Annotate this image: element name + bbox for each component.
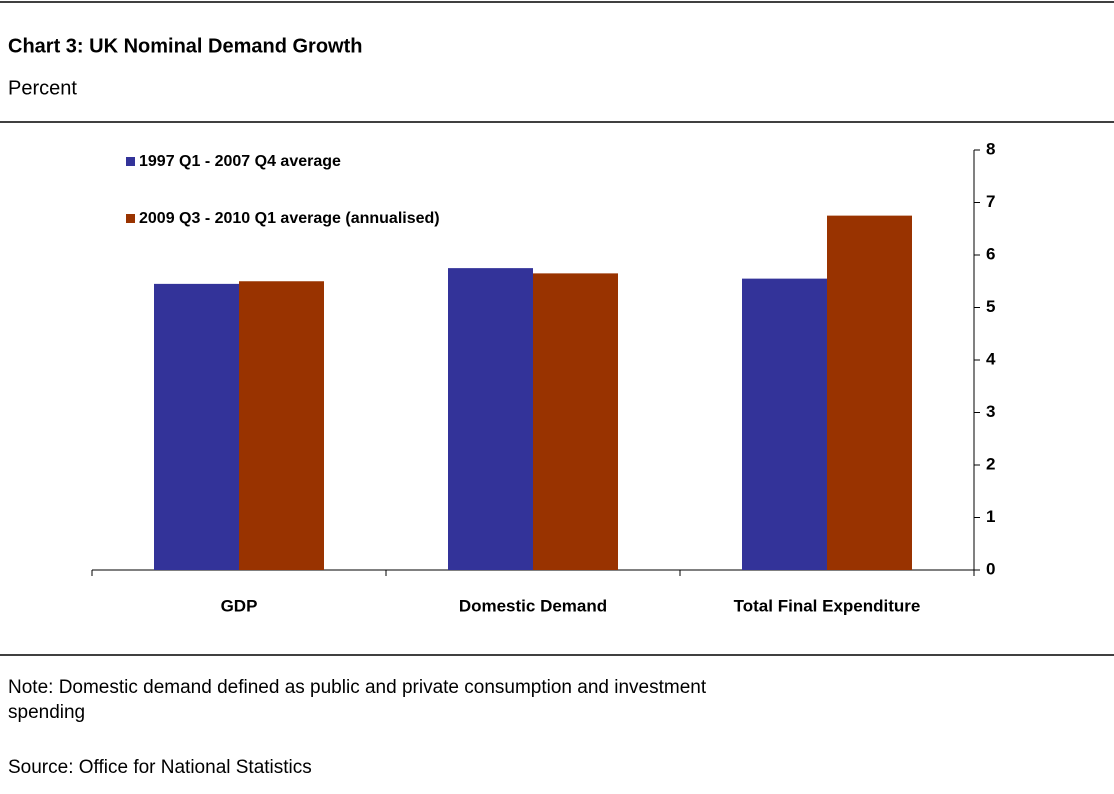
y-tick-label: 0 [986, 559, 995, 578]
chart-title: Chart 3: UK Nominal Demand Growth [8, 35, 362, 57]
bar [742, 278, 827, 570]
legend-label: 2009 Q3 - 2010 Q1 average (annualised) [139, 210, 440, 227]
note: Note: Domestic demand defined as public … [8, 677, 707, 723]
y-tick-label: 1 [986, 507, 995, 526]
bar [239, 281, 324, 570]
y-tick-label: 2 [986, 454, 995, 473]
bar [533, 273, 618, 570]
bar [448, 268, 533, 570]
bar [154, 283, 239, 570]
y-tick-label: 7 [986, 192, 995, 211]
y-tick-label: 3 [986, 402, 995, 421]
source: Source: Office for National Statistics [8, 757, 312, 778]
x-tick-label: Domestic Demand [459, 596, 607, 615]
x-tick-label: Total Final Expenditure [734, 596, 921, 615]
chart-subtitle: Percent [8, 77, 77, 99]
y-tick-label: 6 [986, 244, 995, 263]
legend-swatch [126, 214, 135, 223]
y-tick-label: 8 [986, 139, 995, 158]
bar [827, 215, 912, 570]
y-tick-label: 4 [986, 349, 996, 368]
legend-swatch [126, 157, 135, 166]
x-tick-label: GDP [221, 596, 258, 615]
legend-label: 1997 Q1 - 2007 Q4 average [139, 153, 341, 170]
y-tick-label: 5 [986, 297, 995, 316]
